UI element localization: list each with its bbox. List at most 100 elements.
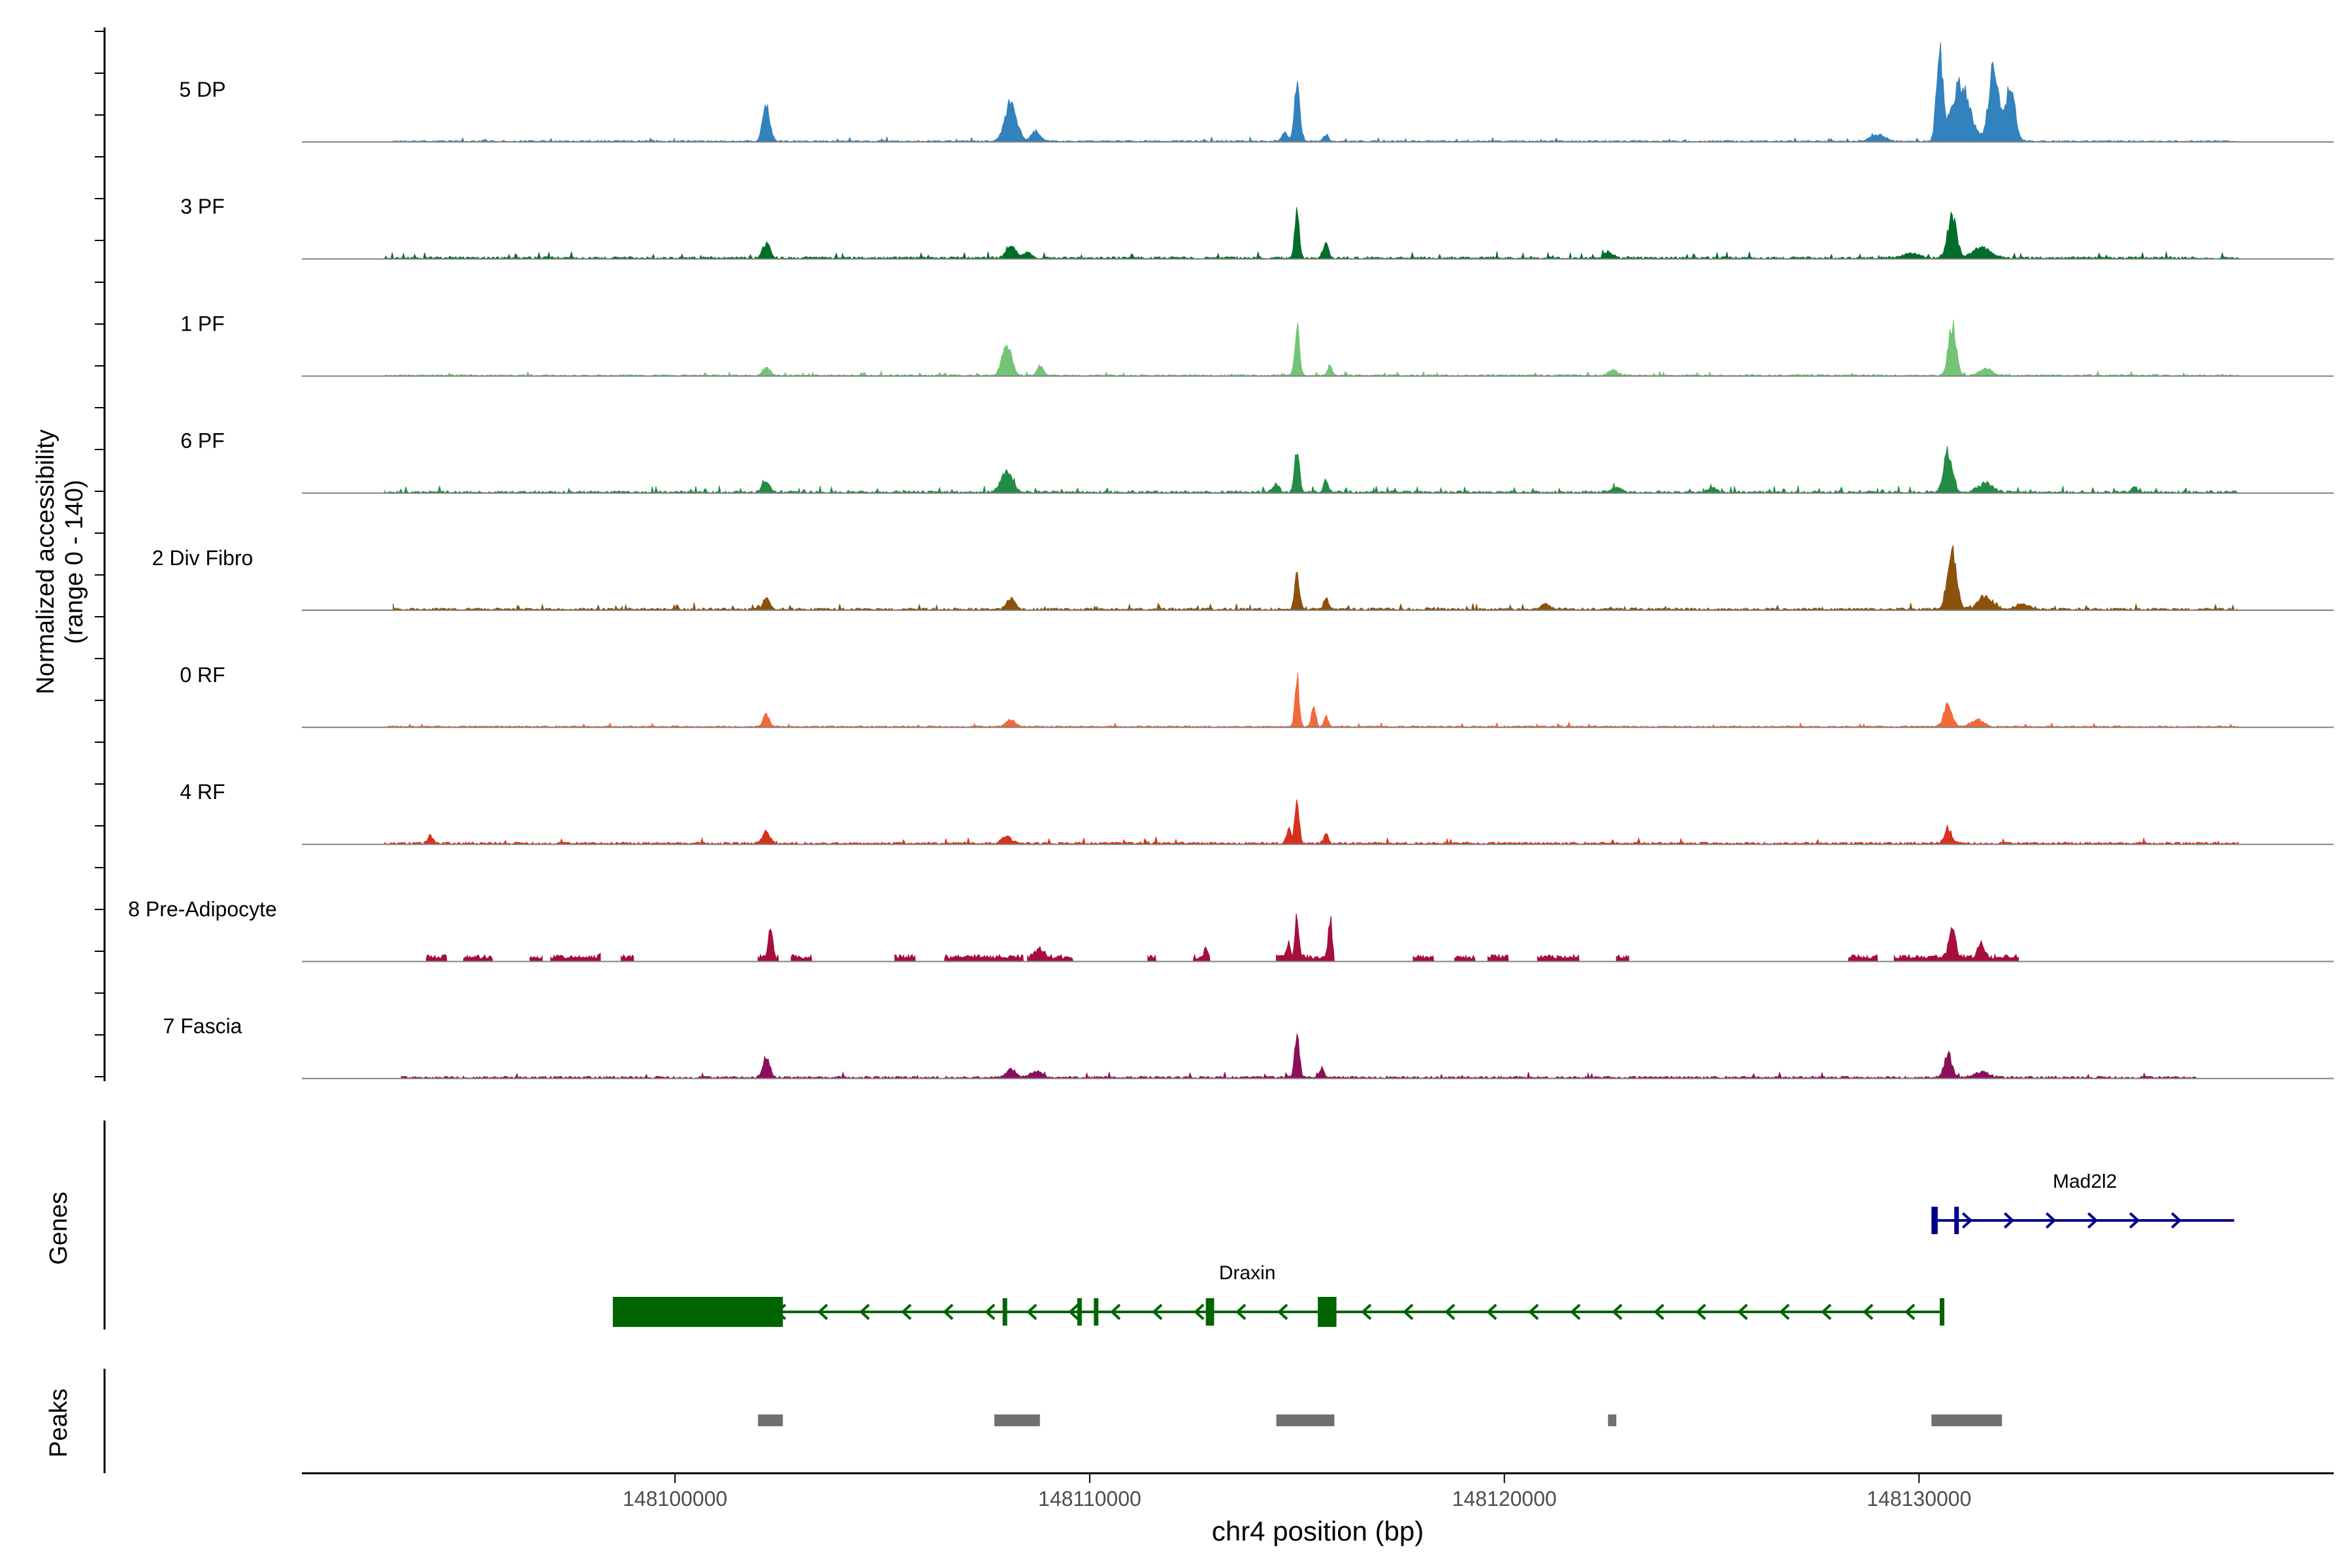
coverage-area — [1454, 954, 1476, 962]
gene-mad2l2: Mad2l2 — [1931, 1171, 2234, 1234]
coverage-tracks: 5 DP 3 PF 1 PF 6 PF 2 Div Fibro 0 RF 4 RF 8 Pre… — [128, 42, 2334, 1079]
coverage-area — [529, 955, 543, 962]
coverage-track-2-div-fibro: 2 Div Fibro — [152, 545, 2334, 612]
coverage-area — [384, 319, 2239, 377]
coverage-area — [1893, 926, 2019, 962]
coverage-area — [393, 42, 2239, 142]
track-label: 1 PF — [180, 312, 225, 335]
strand-arrow — [1277, 1303, 1288, 1320]
x-axis-tick-label: 148120000 — [1452, 1487, 1557, 1511]
exon — [1002, 1298, 1007, 1326]
coverage-area — [944, 953, 1024, 962]
coverage-track-3-pf: 3 PF — [180, 195, 2334, 260]
gene-label: Draxin — [1219, 1262, 1276, 1284]
track-label: 4 RF — [180, 780, 225, 804]
genes-panel-label: Genes — [45, 1192, 73, 1265]
gene-draxin: Draxin — [613, 1262, 1945, 1327]
strand-arrow — [1961, 1212, 1973, 1229]
coverage-track-0-rf: 0 RF — [180, 663, 2334, 728]
strand-arrow — [1235, 1303, 1247, 1320]
track-label: 3 PF — [180, 195, 225, 218]
strand-arrow — [901, 1303, 912, 1320]
strand-arrow — [1654, 1303, 1665, 1320]
peak-regions — [758, 1414, 2002, 1426]
exon — [1077, 1298, 1082, 1326]
y-axis-label-line2: (range 0 - 140) — [61, 480, 88, 644]
coverage-area — [1413, 954, 1435, 962]
strand-arrow — [1361, 1303, 1372, 1320]
coverage-track-5-dp: 5 DP — [179, 42, 2334, 143]
exon — [1205, 1298, 1215, 1326]
exon — [1940, 1298, 1945, 1326]
strand-arrow — [2129, 1212, 2140, 1229]
exon — [1094, 1298, 1099, 1326]
coverage-track-6-pf: 6 PF — [180, 429, 2334, 494]
strand-arrow — [1403, 1303, 1414, 1320]
coverage-area — [1616, 954, 1629, 962]
peak-region — [994, 1414, 1040, 1426]
strand-arrow — [2170, 1212, 2182, 1229]
coverage-area — [1848, 954, 1878, 962]
gene-label: Mad2l2 — [2053, 1171, 2117, 1192]
exon — [1954, 1207, 1959, 1234]
coverage-area — [384, 446, 2239, 494]
strand-arrow — [943, 1303, 954, 1320]
coverage-area — [384, 672, 2239, 728]
peaks-panel-label: Peaks — [45, 1388, 73, 1458]
strand-arrow — [1445, 1303, 1456, 1320]
coverage-area — [393, 545, 2240, 612]
track-label: 7 Fascia — [163, 1015, 242, 1038]
gene-annotations: Mad2l2 Draxin — [613, 1171, 2234, 1327]
strand-arrow — [1695, 1303, 1707, 1320]
strand-arrow — [1528, 1303, 1539, 1320]
strand-arrow — [1863, 1303, 1874, 1320]
exon — [1931, 1207, 1938, 1234]
coverage-area — [1537, 953, 1580, 962]
strand-arrow — [1570, 1303, 1581, 1320]
y-axis-label-line1: Normalized accessibility — [32, 429, 59, 694]
track-label: 6 PF — [180, 429, 225, 453]
strand-arrow — [1068, 1303, 1079, 1320]
coverage-track-1-pf: 1 PF — [180, 312, 2334, 377]
track-label: 0 RF — [180, 663, 225, 687]
track-label: 8 Pre-Adipocyte — [128, 897, 277, 921]
strand-arrow — [1779, 1303, 1790, 1320]
coverage-track-7-fascia: 7 Fascia — [163, 1015, 2334, 1079]
coverage-area — [400, 1034, 2198, 1079]
strand-arrow — [1737, 1303, 1748, 1320]
strand-arrow — [985, 1303, 996, 1320]
track-label: 5 DP — [179, 78, 225, 101]
coverage-y-axis-ticks — [95, 31, 105, 1077]
strand-arrow — [1110, 1303, 1121, 1320]
coverage-area — [1193, 946, 1211, 962]
peak-region — [1608, 1414, 1616, 1426]
strand-arrow — [1152, 1303, 1163, 1320]
coverage-area — [894, 953, 916, 962]
coverage-area — [757, 928, 779, 962]
strand-arrow — [1194, 1303, 1205, 1320]
coverage-area — [1276, 913, 1335, 962]
coverage-track-4-rf: 4 RF — [180, 780, 2334, 845]
x-axis-ticks: 148100000 148110000 148120000 148130000 — [623, 1473, 1971, 1511]
x-axis-tick-label: 148110000 — [1038, 1487, 1141, 1511]
exon — [1318, 1297, 1337, 1327]
coverage-area — [1027, 945, 1074, 962]
strand-arrow — [1026, 1303, 1037, 1320]
strand-arrow — [817, 1303, 828, 1320]
exon — [613, 1297, 783, 1327]
x-axis-label: chr4 position (bp) — [1212, 1516, 1424, 1546]
coverage-area — [550, 953, 601, 962]
coverage-area — [425, 954, 448, 962]
coverage-area — [384, 207, 2239, 260]
coverage-area — [1487, 953, 1509, 962]
strand-arrow — [859, 1303, 870, 1320]
coverage-area — [791, 953, 813, 962]
coverage-area — [1147, 955, 1157, 962]
track-label: 2 Div Fibro — [152, 546, 253, 570]
strand-arrow — [1486, 1303, 1497, 1320]
strand-arrow — [1904, 1303, 1916, 1320]
x-axis-tick-label: 148100000 — [623, 1487, 727, 1511]
strand-arrow — [1821, 1303, 1832, 1320]
coverage-area — [384, 799, 2239, 845]
peak-region — [758, 1414, 783, 1426]
